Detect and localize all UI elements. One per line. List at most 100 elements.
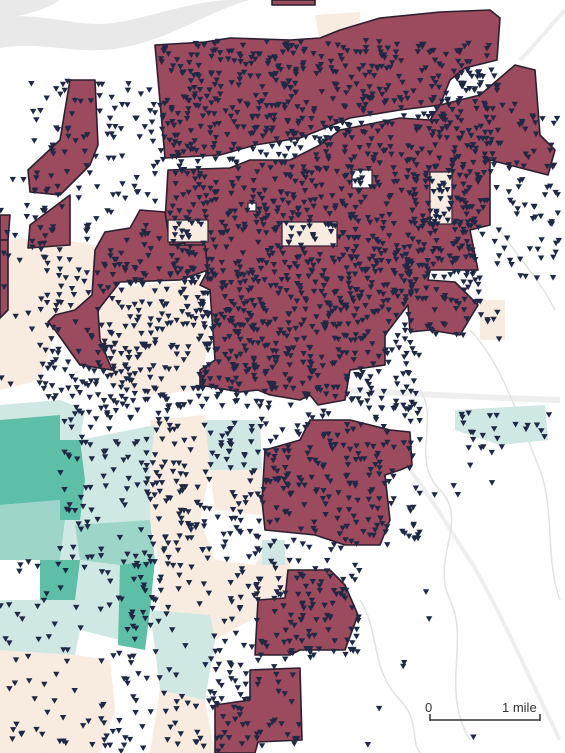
triangle-down-marker-icon (152, 649, 159, 655)
triangle-down-marker-icon (414, 49, 421, 55)
triangle-down-marker-icon (337, 275, 344, 282)
triangle-down-marker-icon (184, 143, 191, 150)
triangle-down-marker-icon (321, 293, 328, 299)
triangle-down-marker-icon (372, 414, 379, 421)
triangle-down-marker-icon (151, 340, 159, 347)
triangle-down-marker-icon (174, 111, 182, 117)
triangle-down-marker-icon (57, 300, 65, 306)
triangle-down-marker-icon (259, 84, 266, 90)
triangle-down-marker-icon (225, 735, 233, 741)
triangle-down-marker-icon (504, 235, 511, 242)
triangle-down-marker-icon (417, 78, 424, 84)
triangle-down-marker-icon (236, 98, 244, 105)
triangle-down-marker-icon (376, 459, 383, 466)
triangle-down-marker-icon (479, 204, 487, 211)
triangle-down-marker-icon (348, 157, 355, 163)
triangle-down-marker-icon (171, 441, 178, 448)
triangle-down-marker-icon (299, 115, 306, 122)
triangle-down-marker-icon (340, 103, 348, 109)
triangle-down-marker-icon (491, 426, 498, 432)
triangle-down-marker-icon (350, 248, 357, 255)
triangle-down-marker-icon (306, 359, 314, 366)
triangle-down-marker-icon (206, 698, 213, 704)
triangle-down-marker-icon (271, 56, 279, 62)
triangle-down-marker-icon (229, 105, 236, 111)
triangle-down-marker-icon (64, 127, 72, 133)
triangle-down-marker-icon (101, 737, 108, 743)
triangle-down-marker-icon (284, 131, 292, 137)
triangle-down-marker-icon (397, 105, 405, 111)
triangle-down-marker-icon (274, 64, 282, 71)
triangle-down-marker-icon (208, 53, 215, 60)
triangle-down-marker-icon (150, 541, 157, 548)
triangle-down-marker-icon (357, 366, 364, 372)
triangle-down-marker-icon (356, 387, 364, 394)
triangle-down-marker-icon (208, 257, 216, 263)
triangle-down-marker-icon (345, 321, 352, 327)
triangle-down-marker-icon (365, 381, 373, 388)
triangle-down-marker-icon (334, 42, 341, 49)
triangle-down-marker-icon (287, 402, 294, 409)
triangle-down-marker-icon (403, 251, 410, 258)
triangle-down-marker-icon (548, 142, 555, 149)
triangle-down-marker-icon (184, 171, 191, 177)
triangle-down-marker-icon (388, 501, 395, 507)
triangle-down-marker-icon (326, 211, 333, 217)
triangle-down-marker-icon (249, 130, 257, 137)
triangle-down-marker-icon (143, 489, 151, 496)
triangle-down-marker-icon (260, 222, 267, 228)
triangle-down-marker-icon (164, 97, 171, 104)
triangle-down-marker-icon (138, 299, 146, 306)
triangle-down-marker-icon (191, 94, 198, 100)
triangle-down-marker-icon (426, 49, 433, 56)
triangle-down-marker-icon (325, 627, 332, 633)
triangle-down-marker-icon (283, 288, 290, 294)
triangle-down-marker-icon (346, 179, 353, 186)
triangle-down-marker-icon (37, 225, 44, 231)
triangle-down-marker-icon (73, 404, 80, 411)
triangle-down-marker-icon (364, 378, 371, 385)
triangle-down-marker-icon (284, 732, 291, 738)
triangle-down-marker-icon (297, 39, 305, 46)
triangle-down-marker-icon (273, 589, 280, 595)
triangle-down-marker-icon (207, 462, 214, 468)
triangle-down-marker-icon (299, 541, 306, 547)
triangle-down-marker-icon (166, 422, 173, 429)
triangle-down-marker-icon (474, 70, 481, 76)
triangle-down-marker-icon (118, 498, 126, 504)
triangle-down-marker-icon (226, 334, 233, 340)
triangle-down-marker-icon (455, 154, 462, 160)
triangle-down-marker-icon (364, 314, 371, 321)
triangle-down-marker-icon (310, 203, 317, 210)
triangle-down-marker-icon (398, 273, 405, 280)
triangle-down-marker-icon (428, 97, 435, 103)
triangle-down-marker-icon (169, 562, 177, 569)
triangle-down-marker-icon (329, 243, 337, 249)
triangle-down-marker-icon (233, 269, 241, 276)
triangle-down-marker-icon (195, 166, 202, 172)
triangle-down-marker-icon (146, 367, 153, 373)
triangle-down-marker-icon (266, 355, 273, 362)
triangle-down-marker-icon (379, 225, 386, 232)
triangle-down-marker-icon (319, 363, 326, 369)
triangle-down-marker-icon (39, 731, 46, 738)
triangle-down-marker-icon (250, 51, 257, 57)
triangle-down-marker-icon (255, 239, 262, 246)
triangle-down-marker-icon (142, 588, 149, 594)
triangle-down-marker-icon (272, 385, 279, 392)
triangle-down-marker-icon (239, 569, 246, 576)
triangle-down-marker-icon (294, 137, 301, 143)
triangle-down-marker-icon (314, 386, 321, 393)
triangle-down-marker-icon (218, 440, 225, 446)
triangle-down-marker-icon (101, 349, 108, 355)
triangle-down-marker-icon (218, 219, 226, 226)
triangle-down-marker-icon (158, 464, 166, 471)
triangle-down-marker-icon (284, 191, 291, 197)
triangle-down-marker-icon (48, 336, 55, 342)
triangle-down-marker-icon (177, 266, 184, 273)
triangle-down-marker-icon (357, 294, 364, 300)
triangle-down-marker-icon (476, 91, 483, 97)
triangle-down-marker-icon (406, 244, 413, 250)
triangle-down-marker-icon (177, 471, 184, 477)
